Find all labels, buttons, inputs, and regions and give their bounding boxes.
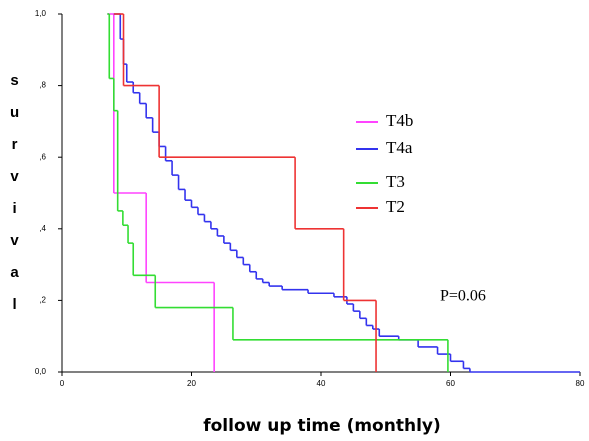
x-tick-label: 40 bbox=[317, 379, 326, 388]
legend-label: T4b bbox=[386, 111, 413, 130]
legend-label: T3 bbox=[386, 172, 405, 191]
y-tick-label: ,4 bbox=[39, 224, 46, 233]
y-tick-label: ,8 bbox=[39, 81, 46, 90]
x-tick-label: 80 bbox=[576, 379, 585, 388]
y-axis-label: survival bbox=[6, 72, 23, 328]
annotation: P=0.06 bbox=[440, 288, 486, 305]
y-tick-label: ,6 bbox=[39, 152, 46, 161]
x-axis-label: follow up time (monthly) bbox=[203, 416, 441, 436]
legend-label: T2 bbox=[386, 197, 405, 216]
y-tick-label: 1,0 bbox=[35, 9, 47, 18]
y-tick-label: ,2 bbox=[39, 296, 46, 305]
x-tick-label: 0 bbox=[60, 379, 65, 388]
legend-label: T4a bbox=[386, 138, 413, 157]
x-tick-label: 60 bbox=[446, 379, 455, 388]
y-tick-label: 0,0 bbox=[35, 367, 47, 376]
x-tick-label: 20 bbox=[187, 379, 196, 388]
